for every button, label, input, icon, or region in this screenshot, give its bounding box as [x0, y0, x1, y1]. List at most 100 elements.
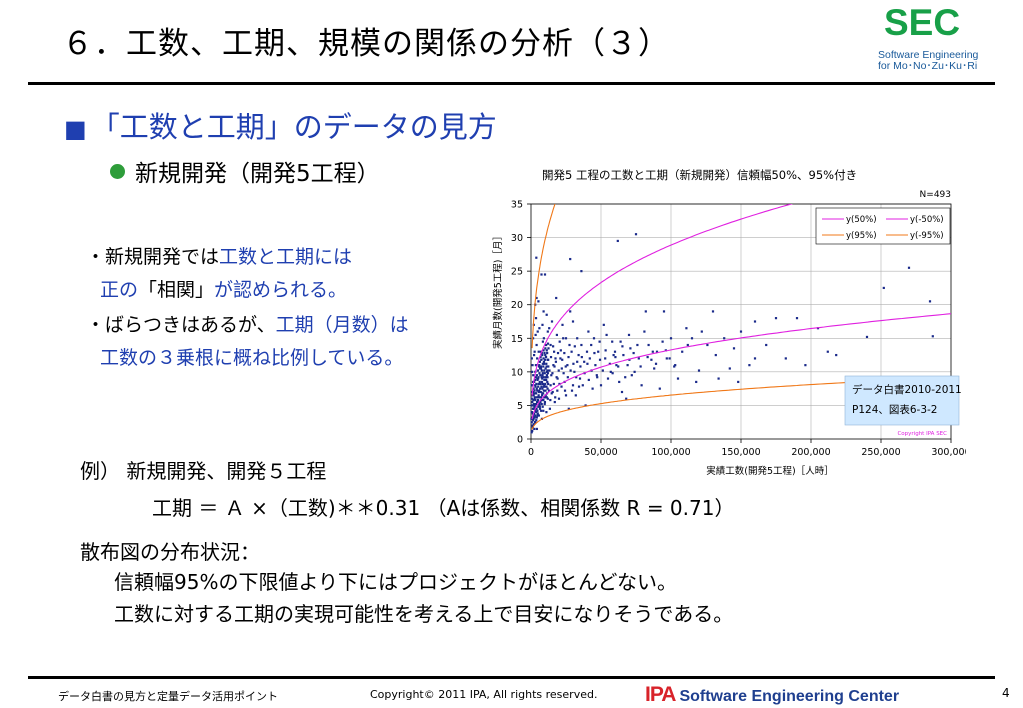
chart-point — [588, 357, 591, 360]
chart-point — [544, 396, 548, 399]
chart-band-y50 — [531, 204, 794, 396]
chart-point — [639, 365, 642, 368]
green-bullet-icon — [110, 164, 125, 179]
chart-point — [606, 377, 610, 380]
chart-point — [534, 385, 537, 388]
chart-point — [540, 376, 543, 379]
chart-point — [537, 414, 541, 417]
note-line: 工数の３乗根に概ね比例している。 — [100, 347, 404, 369]
chart-point — [557, 397, 561, 400]
chart-point — [625, 397, 628, 400]
chart-point — [551, 390, 554, 394]
chart-point — [536, 330, 539, 333]
chart-point — [538, 380, 541, 384]
chart-x-tick-label: 50,000 — [584, 447, 617, 458]
chart-point — [539, 367, 543, 370]
chart-point — [536, 412, 539, 415]
chart-point — [714, 353, 717, 357]
chart-point — [540, 369, 543, 372]
chart-point — [531, 424, 534, 427]
chart-point — [634, 233, 638, 236]
chart-point — [533, 404, 536, 407]
page-number: 4 — [1002, 686, 1010, 700]
chart-point — [651, 350, 654, 353]
chart-point — [544, 367, 547, 370]
chart-point — [542, 337, 545, 340]
sub-heading-text: 新規開発（開発5工程） — [135, 161, 380, 187]
chart-point — [669, 337, 673, 340]
chart-point — [535, 407, 538, 410]
chart-point — [580, 343, 583, 347]
chart-point — [550, 374, 553, 377]
chart-point — [535, 296, 538, 300]
chart-point — [661, 340, 664, 343]
chart-point — [535, 419, 538, 422]
chart-point — [541, 340, 544, 343]
chart-point — [580, 270, 583, 273]
chart-point — [577, 385, 581, 388]
chart-point — [545, 374, 548, 377]
chart-point — [717, 377, 720, 380]
chart-point — [541, 405, 544, 408]
chart-point — [532, 423, 535, 426]
chart-legend-box — [815, 207, 951, 245]
chart-point — [685, 327, 688, 330]
chart-point — [542, 398, 545, 402]
chart-point — [535, 392, 538, 395]
chart-point — [538, 407, 542, 410]
chart-point — [532, 419, 535, 422]
chart-point — [590, 343, 593, 347]
chart-point — [534, 421, 537, 424]
chart-point — [748, 364, 751, 367]
chart-point — [533, 392, 536, 395]
chart-point — [541, 353, 544, 357]
chart-point — [541, 377, 544, 380]
data-source-callout: データ白書2010-2011 P124、図表6-3-2 Copyright IP… — [844, 375, 962, 437]
chart-point — [531, 370, 534, 373]
chart-point — [583, 360, 586, 363]
chart-legend-label: y(-95%) — [910, 231, 944, 241]
chart-point — [572, 362, 575, 365]
chart-point — [543, 273, 547, 276]
chart-point — [546, 397, 549, 400]
chart-point — [540, 402, 543, 406]
chart-point — [596, 376, 599, 379]
chart-point — [540, 385, 543, 388]
chart-point — [578, 377, 582, 380]
chart-point — [576, 337, 579, 340]
chart-point — [928, 300, 932, 303]
footer-divider — [28, 676, 995, 679]
chart-point — [531, 429, 534, 433]
chart-point — [547, 347, 550, 350]
chart-point — [547, 382, 550, 386]
chart-point — [599, 384, 603, 387]
chart-point — [535, 374, 539, 377]
chart-point — [541, 394, 544, 397]
chart-point — [546, 370, 549, 373]
chart-point — [554, 396, 557, 399]
chart-point — [553, 350, 556, 353]
chart-point — [598, 340, 601, 343]
note-text: 「相関」 — [138, 279, 215, 301]
chart-point — [543, 369, 546, 372]
sec-logo-subtitle: Software Engineering for Mo･No･Zu･Ku･Ri — [878, 50, 988, 72]
chart-point — [538, 402, 541, 406]
chart-point — [546, 330, 549, 333]
chart-legend-label: y(95%) — [846, 231, 877, 241]
chart-point — [795, 317, 799, 320]
chart-point — [585, 350, 589, 353]
chart-point — [543, 372, 546, 375]
chart-point — [545, 365, 548, 368]
chart-point — [753, 320, 757, 323]
chart-point — [584, 404, 587, 407]
chart-point — [531, 380, 535, 384]
chart-axes: 0 5 10 15 20 25 30 35 0 50,000 100,000 150,000 200,0… — [511, 200, 966, 459]
chart-point — [555, 376, 558, 379]
chart-point — [644, 310, 647, 313]
chart-point — [636, 343, 639, 347]
chart-point — [765, 343, 768, 347]
chart-point — [604, 349, 607, 352]
observation-note-correlation: ・新規開発では工数と工期には 正の「相関」が認められる。 — [86, 241, 352, 307]
chart-point — [543, 362, 546, 365]
chart-point — [545, 378, 548, 382]
